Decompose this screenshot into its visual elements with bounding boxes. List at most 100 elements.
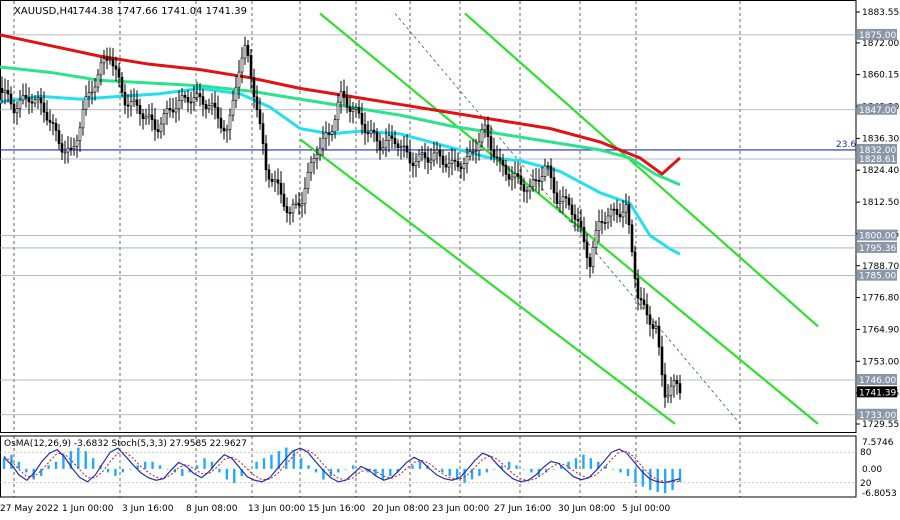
candle-body <box>645 304 649 316</box>
ema-red <box>0 33 681 176</box>
candle-body <box>60 143 64 153</box>
osma-bar <box>559 465 563 469</box>
candle-body <box>576 219 580 222</box>
candle-body <box>330 131 334 135</box>
candle-body <box>3 90 7 93</box>
candle-body <box>345 97 349 108</box>
price-tick-label: 1753.00 <box>862 357 899 367</box>
candle-body <box>369 129 373 134</box>
candle-body <box>453 160 457 162</box>
osma-bar <box>218 468 221 473</box>
candle-body <box>363 123 367 134</box>
time-tick-label: 27 Jun 16:00 <box>494 504 551 514</box>
candle-body <box>396 143 400 148</box>
osma-bar <box>307 465 310 469</box>
osma-bar <box>32 468 35 480</box>
candle-body <box>567 197 571 206</box>
candle-body <box>549 165 553 178</box>
osma-axis-label: -6.8053 <box>862 489 897 499</box>
osma-bar <box>39 468 43 476</box>
level-label: 1832.00 <box>859 146 896 156</box>
candle-body <box>51 122 55 124</box>
ema-cyan <box>0 86 681 256</box>
price-tick-label: 1883.55 <box>862 8 899 18</box>
candle-body <box>252 77 256 98</box>
osma-bar <box>455 468 459 480</box>
candle-body <box>177 100 181 110</box>
osma-axis-label: 0.00 <box>862 465 882 475</box>
osma-bar <box>225 468 229 480</box>
candle-body <box>408 151 412 164</box>
candle-body <box>432 152 436 161</box>
candle-body <box>663 374 667 398</box>
candle-body <box>9 93 13 105</box>
candle-body <box>213 102 217 108</box>
candle-body <box>150 114 154 120</box>
stoch-axis-label: 20 <box>860 479 872 489</box>
osma-bar <box>114 468 117 476</box>
osma-bar <box>366 468 370 473</box>
candle-body <box>606 215 610 224</box>
time-tick-label: 1 Jun 00:00 <box>62 504 114 514</box>
osma-bar <box>292 451 295 469</box>
indicator-title: OsMA(12,26,9) -3.6832 Stoch(5,3,3) 27.95… <box>4 439 247 449</box>
candle-body <box>510 176 514 180</box>
candle-body <box>618 214 622 218</box>
price-levels: 23.6 <box>0 34 856 416</box>
level-label-box <box>857 241 897 253</box>
candle-body <box>642 299 646 305</box>
candle-body <box>216 107 220 119</box>
candle-body <box>624 204 628 213</box>
indicator-window <box>0 447 856 493</box>
candle-body <box>144 116 148 120</box>
candle-body <box>630 224 634 253</box>
osma-bar <box>84 451 87 469</box>
osma-bar <box>351 465 355 469</box>
osma-bar <box>389 468 392 476</box>
osma-bar <box>530 468 533 473</box>
osma-bar <box>2 458 6 469</box>
osma-bar <box>262 458 266 469</box>
candle-body <box>111 59 115 67</box>
osma-bar <box>374 468 377 476</box>
candle-body <box>528 186 532 192</box>
osma-bar <box>181 468 184 476</box>
candle-body <box>357 107 361 114</box>
candle-body <box>612 208 616 211</box>
candle-body <box>540 176 544 182</box>
osma-bar <box>641 468 645 487</box>
candle-body <box>423 152 427 159</box>
level-label: 1875.00 <box>859 31 896 41</box>
candle-body <box>183 94 187 98</box>
osma-bar <box>433 468 437 470</box>
candle-body <box>291 203 295 214</box>
osma-bar <box>106 468 110 473</box>
candle-body <box>678 383 682 394</box>
candle-body <box>240 57 244 73</box>
candle-body <box>192 97 196 103</box>
candle-body <box>543 165 547 177</box>
candle-body <box>276 179 280 184</box>
candle-body <box>648 314 652 325</box>
osma-bar <box>396 468 399 473</box>
candle-body <box>132 99 136 103</box>
osma-bar <box>210 461 214 469</box>
stoch-signal-line <box>3 449 681 483</box>
candle-body <box>84 96 88 110</box>
osma-bar <box>299 458 303 469</box>
time-tick-label: 30 Jun 08:00 <box>558 504 615 514</box>
candle-body <box>207 105 211 109</box>
time-tick-label: 5 Jul 00:00 <box>622 504 671 514</box>
candle-body <box>660 346 664 376</box>
candle-body <box>435 149 439 154</box>
candle-body <box>351 108 355 112</box>
osma-bar <box>470 468 474 480</box>
candle-body <box>597 221 601 232</box>
candle-body <box>633 251 637 279</box>
candle-body <box>411 162 415 167</box>
osma-bar <box>17 461 21 469</box>
candle-body <box>198 93 202 97</box>
osma-bar <box>485 468 489 473</box>
